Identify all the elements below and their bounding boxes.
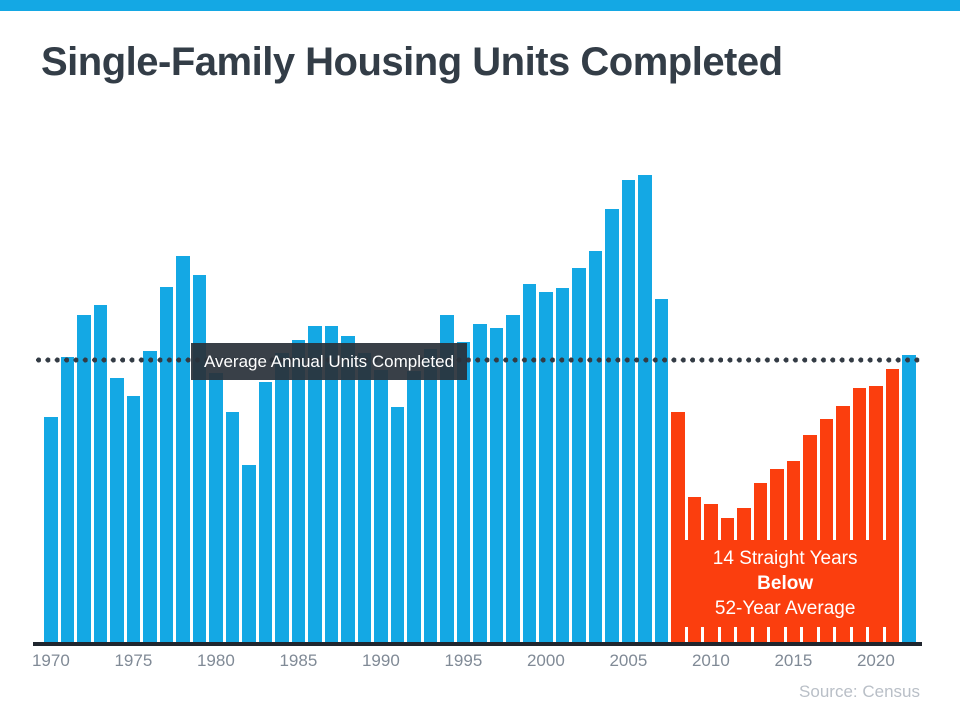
bar-1990 (374, 370, 388, 645)
bar-1998 (506, 315, 520, 645)
bar-1976 (143, 350, 157, 645)
bar-1973 (93, 304, 108, 645)
bar-1994 (440, 315, 454, 645)
bar-1981 (225, 412, 240, 645)
x-tick-1970: 1970 (31, 651, 70, 670)
x-tick-2010: 2010 (691, 651, 730, 670)
x-tick-1980: 1980 (196, 651, 235, 670)
bar-2022 (902, 355, 916, 645)
bar-1991 (390, 406, 405, 645)
bar-2003 (588, 250, 603, 645)
bar-1997 (489, 327, 504, 645)
bar-2002 (572, 268, 586, 645)
bar-1974 (110, 377, 124, 645)
bar-1996 (473, 323, 487, 645)
below-average-annotation: 14 Straight Years Below 52-Year Average (671, 540, 900, 627)
source-note: Source: Census (799, 682, 920, 701)
annotation-line-1: 14 Straight Years (712, 548, 858, 569)
bar-1993 (423, 349, 438, 645)
bar-1972 (77, 315, 91, 645)
average-line-label-text: Average Annual Units Completed (203, 351, 455, 371)
x-tick-2000: 2000 (526, 651, 565, 670)
bar-1978 (176, 255, 190, 645)
bar-1987 (324, 325, 339, 645)
page-title: Single-Family Housing Units Completed (41, 40, 783, 84)
bar-2001 (555, 287, 570, 645)
x-axis-line (33, 642, 922, 646)
bar-1982 (242, 465, 256, 645)
bar-2004 (605, 209, 619, 645)
annotation-line-2: Below (757, 573, 814, 594)
bar-1989 (357, 353, 372, 645)
bar-2006 (638, 174, 652, 645)
x-tick-2005: 2005 (609, 651, 648, 670)
bar-1992 (407, 370, 421, 645)
x-tick-2020: 2020 (856, 651, 895, 670)
bar-1980 (209, 372, 223, 645)
x-tick-2015: 2015 (774, 651, 813, 670)
bar-2007 (654, 298, 669, 645)
bar-1977 (159, 287, 174, 645)
bar-1984 (275, 353, 289, 645)
x-tick-1985: 1985 (279, 651, 318, 670)
bar-1970 (44, 416, 58, 645)
top-accent-bar (0, 0, 960, 11)
bar-1988 (341, 336, 355, 645)
bar-1983 (258, 382, 273, 645)
average-line-label: Average Annual Units Completed (191, 343, 467, 380)
bar-2000 (539, 291, 553, 645)
bar-1985 (291, 340, 306, 645)
bar-1995 (456, 341, 471, 645)
average-dotted-line (36, 357, 920, 363)
annotation-line-3: 52-Year Average (714, 598, 856, 619)
bar-1986 (308, 326, 322, 645)
x-tick-1990: 1990 (361, 651, 400, 670)
bar-1971 (60, 356, 75, 645)
x-tick-1995: 1995 (444, 651, 483, 670)
bar-1975 (126, 396, 141, 645)
bar-1999 (522, 283, 537, 645)
x-tick-1975: 1975 (114, 651, 153, 670)
bar-2005 (621, 179, 636, 645)
bar-1979 (192, 274, 207, 645)
